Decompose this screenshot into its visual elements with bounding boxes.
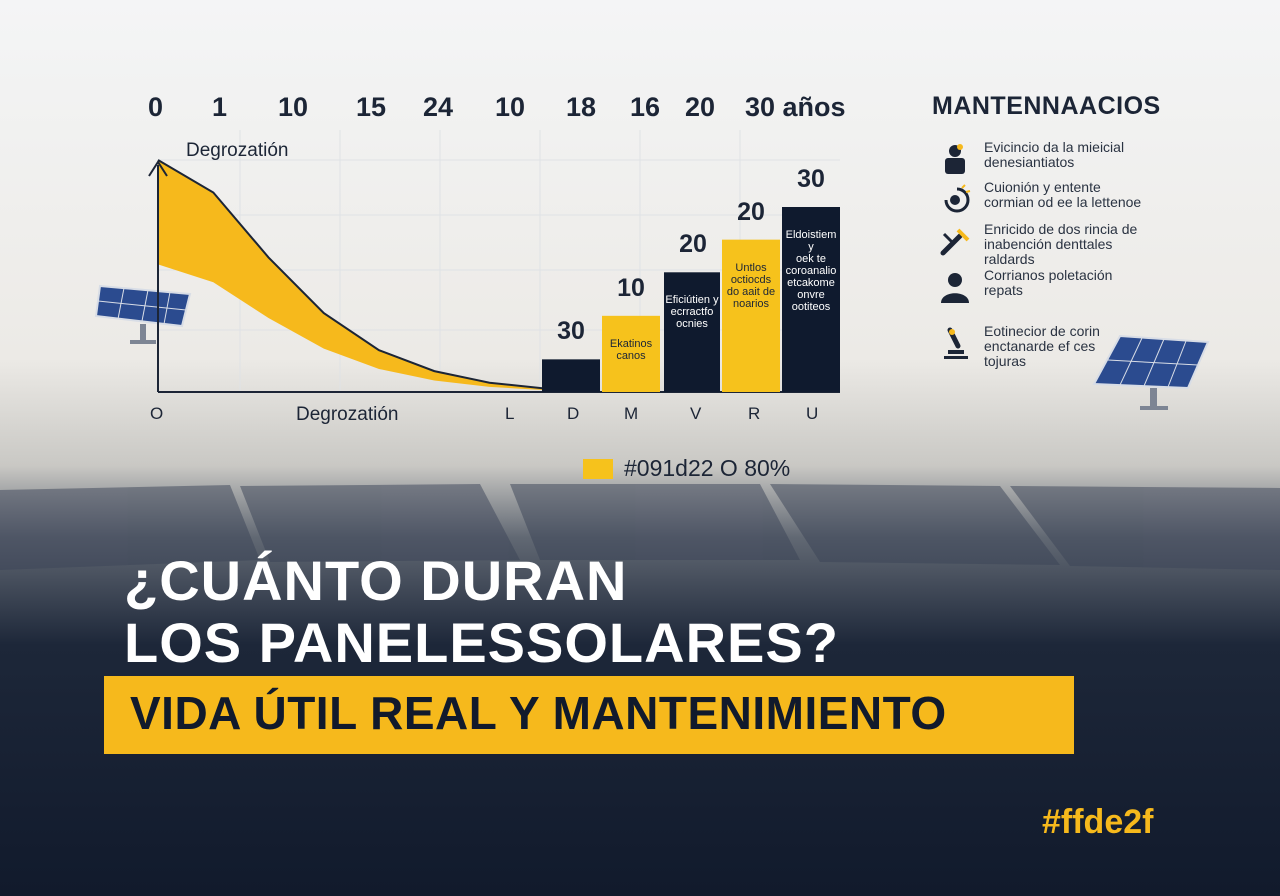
top-tick: 16 xyxy=(630,92,661,122)
bar-value-label: 20 xyxy=(737,197,765,226)
category-label: V xyxy=(690,404,702,423)
top-tick: 30 años xyxy=(745,92,846,122)
top-tick: 20 xyxy=(685,92,716,122)
bar-value-label: 10 xyxy=(617,273,645,302)
bar-value-label: 20 xyxy=(679,230,707,259)
bar xyxy=(722,239,780,392)
tools-icon xyxy=(940,228,970,256)
worker-icon xyxy=(945,144,965,174)
bar xyxy=(782,207,840,392)
maintenance-item-text: Eotinecior de corin enctanarde ef ces to… xyxy=(984,323,1100,369)
bar-inner-text: Eficiútien y ecrractfo ocnies xyxy=(665,294,719,331)
background-solar-field xyxy=(0,484,1280,570)
legend-label: #091d22 O 80% xyxy=(624,455,791,481)
solar-panel-icon-left xyxy=(94,284,192,344)
category-label: L xyxy=(505,404,515,423)
subtitle-text: VIDA ÚTIL REAL Y MANTENIMIENTO xyxy=(130,687,947,739)
top-tick: 18 xyxy=(566,92,597,122)
legend-swatch xyxy=(583,459,613,479)
maintenance-item-text: Enricido de dos rincia de inabención den… xyxy=(984,221,1138,267)
y-axis-arrow xyxy=(148,160,168,177)
category-label: D xyxy=(567,404,580,423)
maintenance-item-text: Cuionión y entente cormian od ee la lett… xyxy=(984,179,1142,210)
sparkle-icon xyxy=(944,184,971,213)
bar-inner-text: Ekatinos canos xyxy=(609,337,653,362)
top-tick: 1 xyxy=(212,92,228,122)
hashtag: #ffde2f xyxy=(1042,803,1154,841)
category-label: M xyxy=(624,404,639,423)
microscope-icon xyxy=(944,327,968,359)
top-tick: 10 xyxy=(495,92,526,122)
maintenance-item: Corrianos poletación repats xyxy=(938,268,1198,312)
top-tick: 15 xyxy=(356,92,387,122)
maintenance-title: MANTENNAACIOS xyxy=(932,92,1161,120)
maintenance-item: Enricido de dos rincia de inabención den… xyxy=(938,222,1198,267)
category-label: U xyxy=(806,404,819,423)
degradation-curve-line xyxy=(157,159,601,393)
maintenance-item-text: Evicincio da la mieicial denesiantiatos xyxy=(984,139,1125,170)
degradation-area xyxy=(158,160,600,392)
headline-line-1: ¿CUÁNTO DURAN xyxy=(124,549,628,612)
headline-line-2: LOS PANELESSOLARES? xyxy=(124,611,839,674)
subtitle-banner: VIDA ÚTIL REAL Y MANTENIMIENTO xyxy=(104,676,1074,754)
x-axis-label: Degrozatión xyxy=(296,404,399,425)
top-tick: 10 xyxy=(278,92,309,122)
maintenance-item: Evicincio da la mieicial denesiantiatos xyxy=(938,140,1198,184)
maintenance-item: Cuionión y entente cormian od ee la lett… xyxy=(938,180,1198,224)
bar-inner-text: Untlos octiocds do aait de noarios xyxy=(726,261,776,310)
bar xyxy=(664,272,720,392)
top-tick: 24 xyxy=(423,92,454,122)
y-axis-label: Degrozatión xyxy=(186,140,289,161)
origin-label: O xyxy=(150,404,164,423)
maintenance-item: Eotinecior de corin enctanarde ef ces to… xyxy=(938,324,1198,369)
category-label: R xyxy=(748,404,761,423)
solar-panel-icon-right xyxy=(1092,334,1210,410)
bar-value-label: 30 xyxy=(797,165,825,193)
bar-value-label: 30 xyxy=(557,317,585,346)
degradation-chart xyxy=(148,159,840,393)
bar-inner-text: Eldoistiem y oek te coroanalio etcakome … xyxy=(785,229,837,313)
person-icon xyxy=(941,273,969,303)
bar xyxy=(602,315,660,392)
top-tick: 0 xyxy=(148,92,164,122)
maintenance-item-text: Corrianos poletación repats xyxy=(984,267,1113,298)
bar xyxy=(542,359,600,392)
